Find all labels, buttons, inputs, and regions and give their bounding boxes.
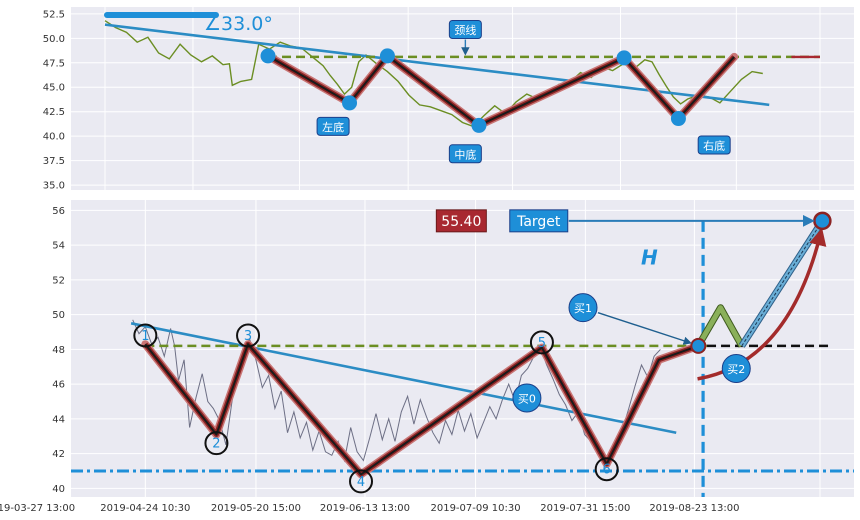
bottom-zigzag-inner [144, 343, 699, 476]
top-pivot-marker [616, 50, 632, 66]
buy-point-label: 买2 [727, 363, 745, 376]
bottom-y-tick-label: 48 [52, 345, 65, 356]
pivot-ring [236, 323, 261, 348]
bottom-x-tick-label: 2019-05-20 15:00 [211, 503, 301, 514]
buy-point-circle [721, 353, 751, 383]
bottom-x-tick-label: 2019-03-27 13:00 [0, 503, 75, 514]
bottom-y-tick-label: 52 [52, 275, 65, 286]
top-annotation-box [697, 135, 731, 155]
top-y-tick-label: 35.0 [43, 181, 65, 192]
bottom-x-tick-label: 2019-04-24 10:30 [100, 503, 190, 514]
pivot-ring [204, 431, 229, 456]
top-y-tick-label: 52.5 [43, 9, 65, 20]
green-path [696, 305, 744, 348]
buy-point-label: 买0 [518, 393, 536, 406]
target-label: Target [516, 214, 561, 230]
bottom-x-tick-label: 2019-08-23 13:00 [649, 503, 739, 514]
pivot-number-label: 4 [357, 475, 365, 490]
bottom-y-tick-label: 56 [52, 206, 65, 217]
top-annotation-label: 中底 [454, 147, 476, 161]
value-box-label: 55.40 [441, 214, 481, 230]
buy-point-label: 买1 [574, 302, 592, 315]
angle-label: ∠33.0° [204, 13, 273, 35]
pivot-ring [594, 457, 619, 482]
top-annotation-label: 左底 [322, 120, 344, 134]
top-pivot-marker [260, 48, 276, 64]
top-pivot-marker [379, 48, 395, 64]
bottom-overlay: 1 2 3 4 5 6 55.40 Target H 买1 买0 买2 [71, 209, 854, 497]
buy-point-circle [512, 383, 542, 413]
pivot-number-label: 2 [212, 437, 220, 452]
top-y-tick-labels: 35.0 37.5 40.0 42.5 45.0 47.5 50.0 52.5 [43, 9, 65, 191]
bottom-plot-background [71, 200, 854, 497]
top-pivot-marker [471, 117, 487, 133]
top-y-tick-label: 47.5 [43, 58, 65, 69]
top-price-line [104, 20, 763, 128]
blue-path [739, 219, 825, 348]
pivot-ring [133, 323, 158, 348]
top-y-tick-label: 50.0 [43, 34, 65, 45]
bottom-trend-line [130, 322, 677, 435]
target-box [509, 209, 569, 233]
pivot-number-label: 6 [603, 463, 611, 478]
red-projection-curve [697, 227, 827, 381]
target-point [813, 211, 832, 231]
bottom-price-line [132, 319, 661, 465]
top-y-tick-label: 40.0 [43, 132, 65, 143]
pivot-ring [349, 469, 374, 494]
top-annotation-label: 右底 [703, 138, 725, 152]
bottom-y-tick-label: 44 [52, 414, 65, 425]
pivot-number-label: 1 [141, 329, 149, 344]
bottom-x-tick-labels: 2019-03-27 13:00 2019-04-24 10:30 2019-05-… [0, 503, 739, 514]
pivot-number-label: 3 [244, 329, 252, 344]
top-annotation-box [316, 116, 350, 136]
breakout-point [690, 337, 707, 354]
bottom-x-tick-label: 2019-07-31 15:00 [540, 503, 630, 514]
top-y-tick-label: 37.5 [43, 156, 65, 167]
top-annotation-box [448, 144, 482, 164]
bottom-y-tick-label: 50 [52, 310, 65, 321]
top-annotation-box [448, 20, 482, 40]
bottom-x-tick-label: 2019-07-09 10:30 [430, 503, 520, 514]
buy-point-circle [568, 293, 598, 323]
bottom-y-tick-label: 46 [52, 380, 65, 391]
bottom-y-tick-label: 42 [52, 449, 65, 460]
pivot-ring [529, 330, 554, 355]
top-annotation-label: 颈线 [454, 23, 476, 37]
top-pivot-marker [342, 95, 358, 111]
bottom-x-tick-label: 2019-06-13 13:00 [320, 503, 410, 514]
top-y-tick-label: 42.5 [43, 107, 65, 118]
bottom-y-tick-label: 54 [52, 241, 65, 252]
h-label: H [641, 245, 658, 269]
value-box [435, 209, 487, 233]
pivot-number-label: 5 [538, 336, 546, 351]
bottom-y-tick-label: 40 [52, 484, 65, 495]
top-y-tick-label: 45.0 [43, 83, 65, 94]
buy1-arrow [597, 312, 692, 345]
top-pivot-marker [670, 111, 686, 127]
bottom-y-tick-labels: 40 42 44 46 48 50 52 54 56 [52, 206, 65, 495]
top-panel: 35.0 37.5 40.0 42.5 45.0 47.5 50.0 52.5 ∠33.0° 颈… [43, 7, 854, 192]
